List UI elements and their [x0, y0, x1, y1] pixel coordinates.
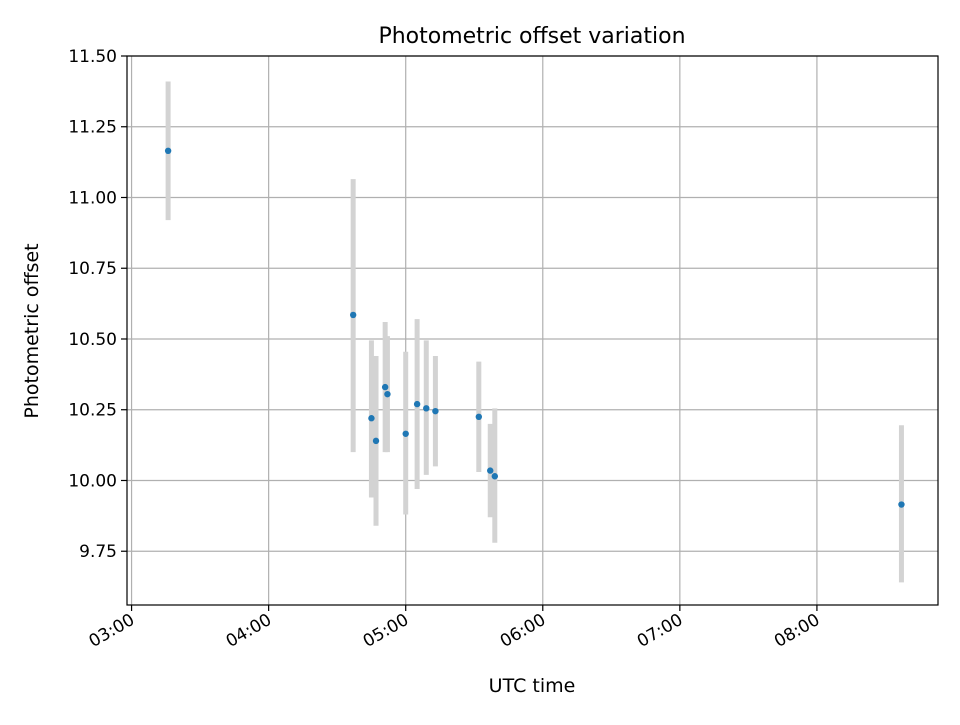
x-axis-label: UTC time — [489, 675, 576, 697]
chart-title: Photometric offset variation — [378, 24, 685, 49]
y-tick-label: 11.25 — [68, 118, 117, 138]
y-axis-ticks: 9.75 10.00 10.25 10.50 10.75 11.00 11.25 11.50 — [68, 47, 127, 562]
y-tick-label: 10.75 — [68, 259, 117, 279]
data-point — [372, 437, 380, 445]
data-point — [349, 311, 357, 319]
data-point — [491, 473, 499, 480]
data-point — [487, 467, 494, 474]
data-point — [423, 405, 430, 412]
data-point — [898, 501, 905, 508]
y-axis-label: Photometric offset — [21, 243, 43, 418]
data-point — [432, 407, 439, 415]
data-point — [402, 430, 409, 437]
plot-area-frame — [126, 55, 939, 606]
y-tick-label: 10.00 — [68, 471, 117, 491]
data-point — [413, 400, 421, 408]
y-tick-label: 10.25 — [68, 401, 117, 421]
y-tick-label: 11.50 — [68, 47, 117, 67]
data-point — [384, 390, 391, 398]
y-tick-label: 10.50 — [68, 330, 117, 350]
data-point — [164, 147, 172, 155]
y-tick-label: 11.00 — [68, 188, 117, 208]
data-point — [381, 383, 389, 391]
y-tick-label: 9.75 — [79, 542, 117, 562]
data-point — [368, 415, 375, 422]
data-point — [475, 413, 483, 421]
data-points — [164, 147, 905, 508]
